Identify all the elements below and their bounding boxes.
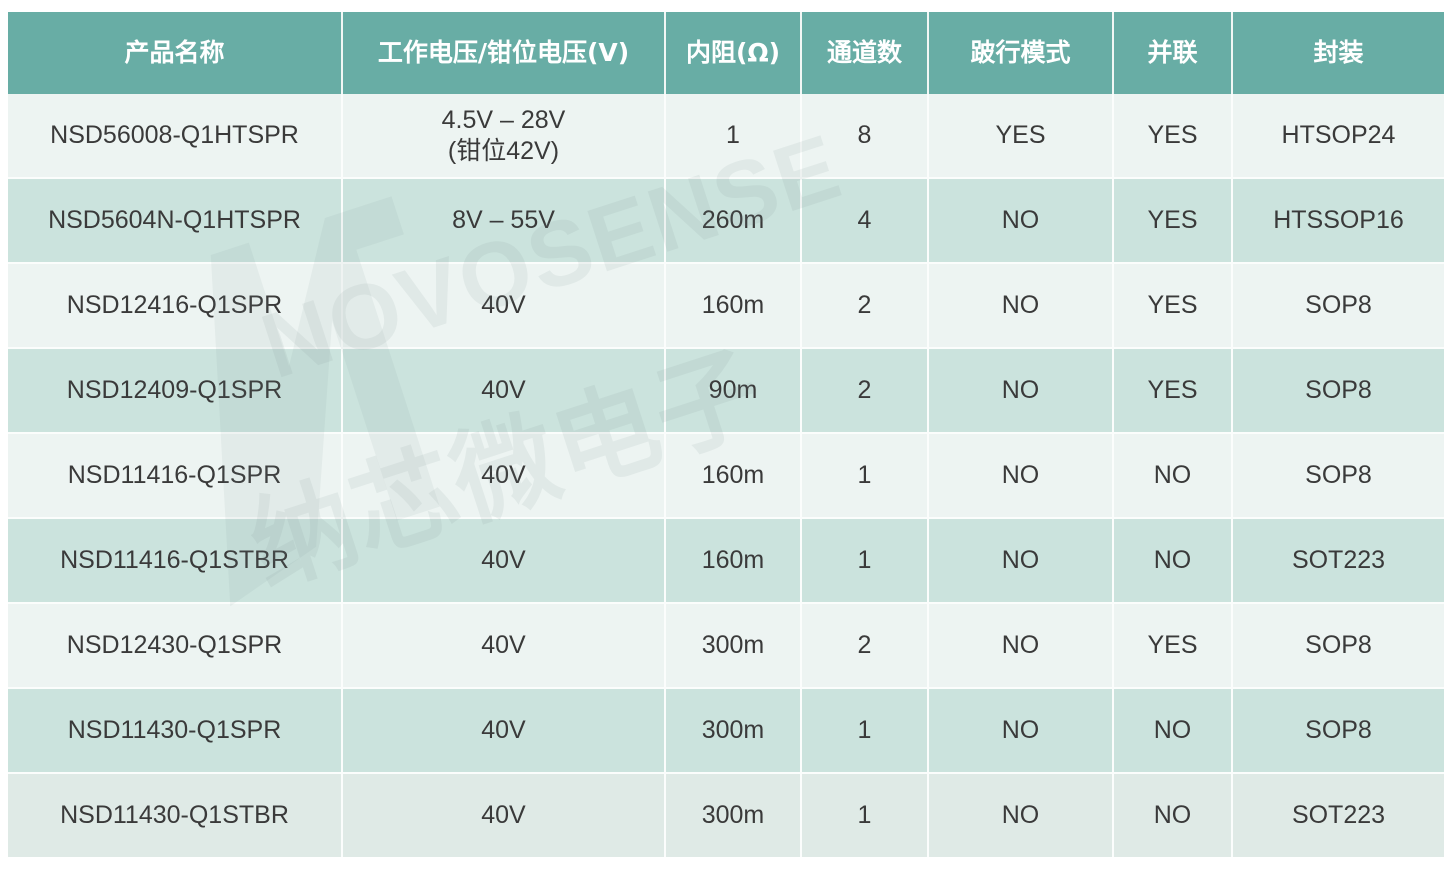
- table-row[interactable]: NSD11416-Q1SPR 40V 160m 1 NO NO SOP8: [8, 433, 1444, 519]
- cell-voltage: 40V: [342, 688, 666, 774]
- cell-rds-on: 90m: [665, 348, 802, 434]
- cell-channels: 2: [801, 348, 929, 434]
- voltage-line-1: 40V: [481, 631, 526, 660]
- table-header: 产品名称 工作电压/钳位电压(V) 内阻(Ω) 通道数 跛行模式 并联 封装: [8, 12, 1444, 94]
- cell-channels: 1: [801, 518, 929, 604]
- voltage-line-1: 8V – 55V: [452, 206, 555, 235]
- cell-limp-mode: NO: [928, 433, 1114, 519]
- cell-product-name: NSD11430-Q1SPR: [8, 688, 343, 774]
- table-row[interactable]: NSD56008-Q1HTSPR 4.5V – 28V (钳位42V) 1 8 YES YE…: [8, 94, 1444, 179]
- cell-rds-on: 160m: [665, 263, 802, 349]
- cell-rds-on: 160m: [665, 433, 802, 519]
- voltage-line-1: 40V: [481, 546, 526, 575]
- cell-package: SOP8: [1232, 603, 1444, 689]
- cell-rds-on: 300m: [665, 773, 802, 857]
- cell-channels: 2: [801, 603, 929, 689]
- cell-parallel: NO: [1113, 433, 1233, 519]
- voltage-line-1: 40V: [481, 716, 526, 745]
- cell-limp-mode: NO: [928, 263, 1114, 349]
- cell-channels: 1: [801, 433, 929, 519]
- cell-package: SOP8: [1232, 263, 1444, 349]
- cell-parallel: YES: [1113, 94, 1233, 179]
- cell-limp-mode: NO: [928, 178, 1114, 264]
- column-header-parallel[interactable]: 并联: [1113, 12, 1233, 94]
- cell-limp-mode: NO: [928, 348, 1114, 434]
- cell-rds-on: 1: [665, 94, 802, 179]
- cell-package: SOP8: [1232, 348, 1444, 434]
- table-row[interactable]: NSD12416-Q1SPR 40V 160m 2 NO YES SOP8: [8, 263, 1444, 349]
- cell-product-name: NSD11416-Q1SPR: [8, 433, 343, 519]
- voltage-line-1: 40V: [481, 291, 526, 320]
- cell-parallel: NO: [1113, 518, 1233, 604]
- cell-package: HTSSOP16: [1232, 178, 1444, 264]
- cell-limp-mode: NO: [928, 688, 1114, 774]
- cell-parallel: YES: [1113, 178, 1233, 264]
- cell-product-name: NSD11430-Q1STBR: [8, 773, 343, 857]
- column-header-product-name[interactable]: 产品名称: [8, 12, 343, 94]
- cell-product-name: NSD56008-Q1HTSPR: [8, 94, 343, 179]
- table-container: 产品名称 工作电压/钳位电压(V) 内阻(Ω) 通道数 跛行模式 并联 封装 N…: [8, 12, 1444, 857]
- cell-parallel: NO: [1113, 773, 1233, 857]
- cell-parallel: YES: [1113, 603, 1233, 689]
- table-row[interactable]: NSD12430-Q1SPR 40V 300m 2 NO YES SOP8: [8, 603, 1444, 689]
- column-header-rds-on[interactable]: 内阻(Ω): [665, 12, 802, 94]
- cell-rds-on: 260m: [665, 178, 802, 264]
- table-row[interactable]: NSD12409-Q1SPR 40V 90m 2 NO YES SOP8: [8, 348, 1444, 434]
- cell-rds-on: 300m: [665, 688, 802, 774]
- product-selection-table: 产品名称 工作电压/钳位电压(V) 内阻(Ω) 通道数 跛行模式 并联 封装 N…: [8, 12, 1444, 857]
- cell-product-name: NSD5604N-Q1HTSPR: [8, 178, 343, 264]
- cell-voltage: 40V: [342, 603, 666, 689]
- cell-package: SOP8: [1232, 433, 1444, 519]
- table-row[interactable]: NSD11430-Q1STBR 40V 300m 1 NO NO SOT223: [8, 773, 1444, 857]
- cell-channels: 1: [801, 688, 929, 774]
- table-body: NSD56008-Q1HTSPR 4.5V – 28V (钳位42V) 1 8 YES YE…: [8, 94, 1444, 857]
- cell-package: SOP8: [1232, 688, 1444, 774]
- voltage-line-1: 40V: [481, 376, 526, 405]
- cell-parallel: YES: [1113, 263, 1233, 349]
- cell-voltage: 8V – 55V: [342, 178, 666, 264]
- voltage-line-1: 40V: [481, 801, 526, 830]
- cell-parallel: NO: [1113, 688, 1233, 774]
- cell-limp-mode: NO: [928, 518, 1114, 604]
- table-header-row: 产品名称 工作电压/钳位电压(V) 内阻(Ω) 通道数 跛行模式 并联 封装: [8, 12, 1444, 94]
- voltage-line-2: (钳位42V): [447, 136, 560, 165]
- cell-limp-mode: NO: [928, 603, 1114, 689]
- column-header-channels[interactable]: 通道数: [801, 12, 929, 94]
- cell-product-name: NSD12409-Q1SPR: [8, 348, 343, 434]
- voltage-line-1: 4.5V – 28V: [441, 106, 566, 134]
- cell-package: SOT223: [1232, 518, 1444, 604]
- cell-voltage: 40V: [342, 518, 666, 604]
- column-header-limp-mode[interactable]: 跛行模式: [928, 12, 1114, 94]
- cell-rds-on: 160m: [665, 518, 802, 604]
- cell-voltage: 40V: [342, 263, 666, 349]
- cell-product-name: NSD11416-Q1STBR: [8, 518, 343, 604]
- cell-channels: 1: [801, 773, 929, 857]
- cell-voltage: 40V: [342, 348, 666, 434]
- cell-channels: 4: [801, 178, 929, 264]
- table-row[interactable]: NSD11416-Q1STBR 40V 160m 1 NO NO SOT223: [8, 518, 1444, 604]
- cell-channels: 8: [801, 94, 929, 179]
- cell-parallel: YES: [1113, 348, 1233, 434]
- table-row[interactable]: NSD5604N-Q1HTSPR 8V – 55V 260m 4 NO YES HTSSOP…: [8, 178, 1444, 264]
- cell-package: SOT223: [1232, 773, 1444, 857]
- voltage-line-1: 40V: [481, 461, 526, 490]
- cell-voltage: 4.5V – 28V (钳位42V): [342, 94, 666, 179]
- cell-voltage: 40V: [342, 773, 666, 857]
- cell-rds-on: 300m: [665, 603, 802, 689]
- cell-voltage: 40V: [342, 433, 666, 519]
- cell-package: HTSOP24: [1232, 94, 1444, 179]
- cell-product-name: NSD12416-Q1SPR: [8, 263, 343, 349]
- table-row[interactable]: NSD11430-Q1SPR 40V 300m 1 NO NO SOP8: [8, 688, 1444, 774]
- cell-channels: 2: [801, 263, 929, 349]
- cell-limp-mode: NO: [928, 773, 1114, 857]
- column-header-voltage[interactable]: 工作电压/钳位电压(V): [342, 12, 666, 94]
- cell-limp-mode: YES: [928, 94, 1114, 179]
- column-header-package[interactable]: 封装: [1232, 12, 1444, 94]
- cell-product-name: NSD12430-Q1SPR: [8, 603, 343, 689]
